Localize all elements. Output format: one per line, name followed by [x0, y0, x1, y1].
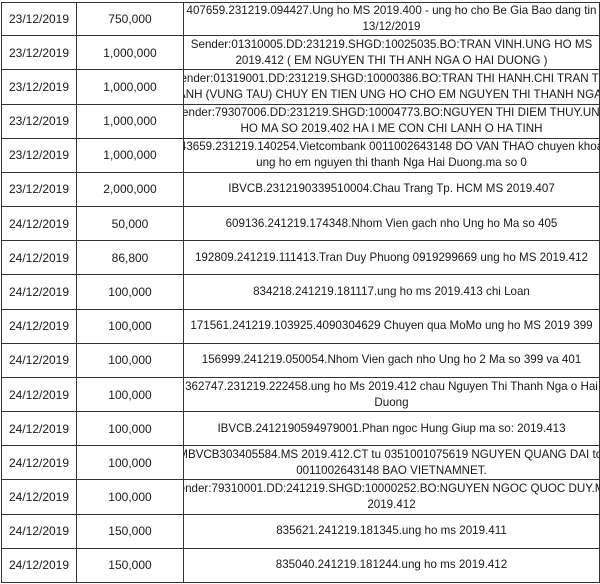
description-cell: 835621.241219.181345.ung ho ms 2019.411 — [183, 514, 599, 548]
description-line: 0011002643148 BAO VIETNAMNET. — [296, 463, 487, 477]
amount-cell: 100,000 — [76, 343, 183, 377]
table-row: 24/12/2019 86,800 192809.241219.111413.Tra… — [2, 241, 599, 276]
description-line: Sender:79307006.DD:231219.SHGD:10004773.… — [183, 106, 599, 120]
description-cell: MBVCB303405584.MS 2019.412.CT tu 0351001… — [183, 446, 599, 480]
description-line: MBVCB303405584.MS 2019.412.CT tu 0351001… — [183, 447, 599, 461]
amount-cell: 50,000 — [76, 207, 183, 241]
description-line: HANH (VUNG TAU) CHUY EN TIEN UNG HO CHO … — [183, 87, 599, 101]
description-cell: 362747.231219.222458.ung ho Ms 2019.412 … — [183, 377, 599, 412]
description-cell: 643659.231219.140254.Vietcombank 0011002… — [183, 138, 599, 172]
table-row: 24/12/2019 100,000 834218.241219.181117.un… — [2, 275, 599, 310]
description-line: 643659.231219.140254.Vietcombank 0011002… — [183, 140, 599, 154]
date-cell: 24/12/2019 — [8, 319, 70, 334]
description-cell: 609136.241219.174348.Nhom Vien gach nho … — [183, 207, 599, 241]
description-cell: 834218.241219.181117.ung ho ms 2019.413 … — [183, 275, 599, 309]
description-cell: 171561.241219.103925.4090304629 Chuyen q… — [183, 309, 599, 343]
description-cell: 407659.231219.094427.Ung ho MS 2019.400 … — [183, 3, 599, 36]
description-line: Duong — [374, 395, 409, 409]
date-cell: 24/12/2019 — [8, 490, 70, 505]
amount-cell: 1,000,000 — [76, 104, 183, 138]
date-cell: 23/12/2019 — [8, 182, 70, 197]
date-cell: 24/12/2019 — [8, 455, 70, 470]
amount-cell: 100,000 — [76, 446, 183, 480]
amount-cell: 1,000,000 — [76, 70, 183, 104]
date-cell: 24/12/2019 — [8, 421, 70, 436]
table-row: 24/12/2019 150,000 835040.241219.181244.un… — [2, 548, 599, 583]
table-row: 23/12/2019 2,000,000 IBVCB.231219033951000… — [2, 172, 599, 208]
date-cell: 23/12/2019 — [8, 45, 70, 60]
description-line: 834218.241219.181117.ung ho ms 2019.413 … — [253, 284, 530, 298]
description-line: 171561.241219.103925.4090304629 Chuyen q… — [190, 319, 593, 333]
amount-cell: 100,000 — [76, 412, 183, 446]
table-row: 24/12/2019 50,000 609136.241219.174348.Nho… — [2, 207, 599, 242]
amount-cell: 2,000,000 — [76, 172, 183, 207]
description-line: IBVCB.2312190339510004.Chau Trang Tp. HC… — [228, 182, 555, 196]
amount-cell: 100,000 — [76, 309, 183, 343]
amount-cell: 100,000 — [76, 480, 183, 514]
description-cell: Sender:79310001.DD:241219.SHGD:10000252.… — [183, 480, 599, 514]
amount-cell: 1,000,000 — [76, 36, 183, 70]
description-cell: Sender:01310005.DD:231219.SHGD:10025035.… — [183, 36, 599, 70]
date-cell: 23/12/2019 — [8, 148, 70, 163]
table-row: 24/12/2019 100,000 IBVCB.2412190594979001.… — [2, 412, 599, 447]
amount-cell: 750,000 — [76, 3, 183, 36]
description-line: IBVCB.2412190594979001.Phan ngoc Hung Gi… — [217, 421, 566, 435]
date-cell: 23/12/2019 — [8, 12, 70, 27]
date-cell: 24/12/2019 — [8, 250, 70, 265]
table-row: 24/12/2019 100,000 171561.241219.103925.40… — [2, 309, 599, 344]
description-cell: 192809.241219.111413.Tran Duy Phuong 091… — [183, 241, 599, 275]
date-cell: 24/12/2019 — [8, 216, 70, 231]
description-line: Sender:79310001.DD:241219.SHGD:10000252.… — [183, 482, 599, 496]
amount-cell: 150,000 — [76, 548, 183, 582]
table-row: 23/12/2019 1,000,000 Sender:79307006.DD:23… — [2, 104, 599, 139]
description-line: 2019.412 ( EM NGUYEN THI TH ANH NGA O HA… — [235, 53, 548, 67]
amount-cell: 150,000 — [76, 514, 183, 548]
amount-cell: 86,800 — [76, 241, 183, 275]
date-cell: 24/12/2019 — [8, 558, 70, 573]
amount-cell: 1,000,000 — [76, 138, 183, 172]
date-cell: 23/12/2019 — [8, 79, 70, 94]
table-row: 23/12/2019 1,000,000 643659.231219.140254.… — [2, 138, 599, 173]
table-row: 23/12/2019 1,000,000 Sender:01310005.DD:23… — [2, 36, 599, 71]
description-line: HO MA SO 2019.402 HA I ME CON CHI LANH O… — [240, 122, 543, 136]
description-line: 2019.412 — [367, 498, 416, 512]
table-row: 23/12/2019 1,000,000 Sender:01319001.DD:23… — [2, 70, 599, 105]
date-cell: 24/12/2019 — [8, 524, 70, 539]
description-cell: 835040.241219.181244.ung ho ms 2019.412 — [183, 548, 599, 582]
table-row: 24/12/2019 100,000 Sender:79310001.DD:2412… — [2, 480, 599, 515]
description-line: Sender:01310005.DD:231219.SHGD:10025035.… — [190, 37, 593, 51]
description-line: 835621.241219.181345.ung ho ms 2019.411 — [276, 524, 507, 538]
amount-cell: 100,000 — [76, 275, 183, 309]
table-row: 24/12/2019 100,000 156999.241219.050054.Nh… — [2, 343, 599, 378]
description-line: 407659.231219.094427.Ung ho MS 2019.400 … — [186, 4, 597, 18]
description-cell: IBVCB.2412190594979001.Phan ngoc Hung Gi… — [183, 412, 599, 446]
date-cell: 24/12/2019 — [8, 387, 70, 402]
description-line: 192809.241219.111413.Tran Duy Phuong 091… — [194, 250, 588, 264]
description-line: 156999.241219.050054.Nhom Vien gach nho … — [201, 353, 582, 367]
table-row: 24/12/2019 100,000 MBVCB303405584.MS 2019.… — [2, 446, 599, 481]
description-line: ung ho em nguyen thi thanh Nga Hai Duong… — [256, 156, 527, 170]
description-line: 13/12/2019 — [362, 20, 421, 34]
amount-cell: 100,000 — [76, 377, 183, 412]
description-line: Sender:01319001.DD:231219.SHGD:10000386.… — [183, 71, 599, 85]
description-cell: IBVCB.2312190339510004.Chau Trang Tp. HC… — [183, 172, 599, 207]
date-cell: 24/12/2019 — [8, 353, 70, 368]
table-row: 24/12/2019 100,000 362747.231219.222458.un… — [2, 377, 599, 413]
description-line: 609136.241219.174348.Nhom Vien gach nho … — [225, 216, 558, 230]
description-cell: 156999.241219.050054.Nhom Vien gach nho … — [183, 343, 599, 377]
date-cell: 23/12/2019 — [8, 114, 70, 129]
table-row: 24/12/2019 150,000 835621.241219.181345.un… — [2, 514, 599, 549]
description-line: 835040.241219.181244.ung ho ms 2019.412 — [275, 558, 508, 572]
description-line: 362747.231219.222458.ung ho Ms 2019.412 … — [185, 379, 598, 393]
date-cell: 24/12/2019 — [8, 284, 70, 299]
description-cell: Sender:01319001.DD:231219.SHGD:10000386.… — [183, 70, 599, 104]
table-row: 23/12/2019 750,000 407659.231219.094427.Un… — [2, 2, 599, 37]
description-cell: Sender:79307006.DD:231219.SHGD:10004773.… — [183, 104, 599, 138]
